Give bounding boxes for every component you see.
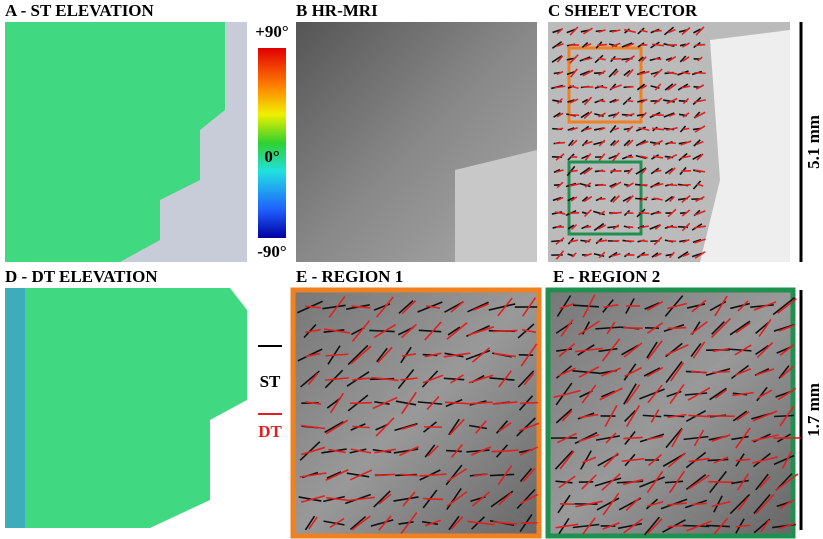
vector xyxy=(712,372,730,373)
colorbar-label: +90° xyxy=(255,22,289,41)
panel-title: E - REGION 2 xyxy=(553,267,660,286)
vector xyxy=(708,459,729,460)
region-2-image xyxy=(548,290,793,536)
vector xyxy=(520,403,538,404)
vector xyxy=(570,170,577,171)
vector xyxy=(598,199,605,200)
vector xyxy=(655,170,662,171)
vector xyxy=(627,101,633,102)
legend-label: DT xyxy=(258,422,282,441)
vector xyxy=(611,59,621,60)
elevation-map-band xyxy=(5,288,25,528)
vector xyxy=(774,415,794,416)
vector xyxy=(688,415,709,416)
colorbar-label: -90° xyxy=(257,242,286,261)
vector xyxy=(695,45,705,46)
vector xyxy=(640,241,648,242)
panel-title: C SHEET VECTOR xyxy=(548,1,698,20)
vector xyxy=(493,331,518,332)
vector xyxy=(623,437,642,438)
vector xyxy=(350,403,372,404)
colorbar xyxy=(258,48,286,238)
vector xyxy=(667,227,678,228)
elevation-map xyxy=(5,288,247,528)
vector xyxy=(627,227,633,228)
vector xyxy=(585,226,591,227)
vector xyxy=(655,59,662,60)
vector xyxy=(639,255,648,256)
vector xyxy=(400,474,417,475)
panel-title: B HR-MRI xyxy=(296,1,378,20)
vector xyxy=(681,171,691,172)
colorbar-label: 0° xyxy=(264,147,279,166)
vector xyxy=(555,143,565,144)
panel-title: A - ST ELEVATION xyxy=(5,1,155,20)
vector xyxy=(655,213,662,214)
vector xyxy=(639,213,650,214)
vector xyxy=(681,185,691,186)
scale-label: 5.1 mm xyxy=(804,115,823,169)
vector xyxy=(683,128,689,129)
figure: A - ST ELEVATION +90° 0° -90° B HR-MRI C… xyxy=(0,0,823,539)
vector xyxy=(667,185,677,186)
vector xyxy=(668,328,686,329)
vector xyxy=(668,241,676,242)
vector xyxy=(707,416,735,417)
vector xyxy=(490,474,514,475)
vector xyxy=(423,499,443,500)
vector xyxy=(694,73,705,74)
legend-label: ST xyxy=(260,372,281,391)
vector xyxy=(599,171,606,172)
vector xyxy=(654,31,662,32)
panel-title: E - REGION 1 xyxy=(296,267,403,286)
vector xyxy=(627,87,634,88)
scale-label: 1.7 mm xyxy=(804,383,823,437)
panel-title: D - DT ELEVATION xyxy=(5,267,158,286)
vector xyxy=(708,482,733,483)
vector xyxy=(597,45,607,46)
vector xyxy=(446,451,462,452)
